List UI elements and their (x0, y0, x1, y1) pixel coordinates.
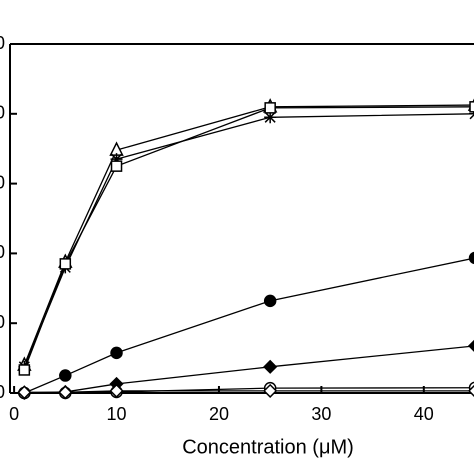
y-tick-label: 20 (0, 312, 5, 332)
marker (264, 111, 277, 124)
x-axis-title: Concentration (μM) (182, 436, 354, 458)
marker (469, 101, 474, 113)
marker (263, 294, 277, 308)
x-tick-label: 10 (107, 404, 127, 424)
series-line (23, 113, 474, 368)
marker (263, 383, 278, 398)
marker (17, 385, 32, 400)
x-tick-label: 30 (311, 404, 331, 424)
marker (263, 359, 278, 374)
series-line (23, 104, 474, 366)
marker (264, 102, 276, 114)
marker (467, 384, 474, 397)
marker (59, 258, 72, 270)
x-tick-label: 20 (209, 404, 229, 424)
marker (59, 369, 72, 382)
series-line (24, 345, 474, 394)
marker (110, 346, 123, 360)
y-tick-label: 0 (0, 382, 5, 402)
y-tick-label: 60 (0, 172, 5, 192)
marker (18, 364, 31, 376)
marker (467, 339, 474, 352)
marker (110, 153, 123, 166)
marker (468, 251, 474, 265)
marker (58, 385, 73, 400)
y-tick-label: 100 (0, 33, 5, 53)
x-tick-label: 40 (414, 404, 434, 424)
marker (109, 383, 124, 398)
series-line (23, 106, 474, 371)
y-tick-label: 40 (0, 242, 5, 262)
x-tick-label: 0 (9, 404, 19, 424)
y-tick-label: 80 (0, 103, 5, 123)
marker (110, 160, 123, 172)
series-line (24, 257, 474, 394)
